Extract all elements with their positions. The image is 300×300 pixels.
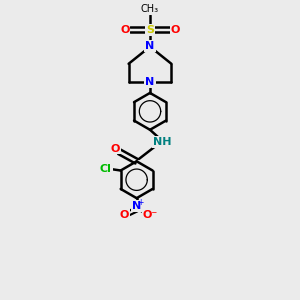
Text: O: O [120,25,129,34]
Text: N: N [132,201,141,211]
Text: Cl: Cl [100,164,112,174]
Text: O: O [119,210,129,220]
Text: O: O [171,25,180,34]
Text: S: S [146,25,154,34]
Text: N: N [146,76,154,87]
Text: CH₃: CH₃ [141,4,159,14]
Text: N: N [146,41,154,51]
Text: O⁻: O⁻ [143,210,158,220]
Text: NH: NH [153,137,171,147]
Text: O: O [110,143,120,154]
Text: +: + [137,198,144,207]
